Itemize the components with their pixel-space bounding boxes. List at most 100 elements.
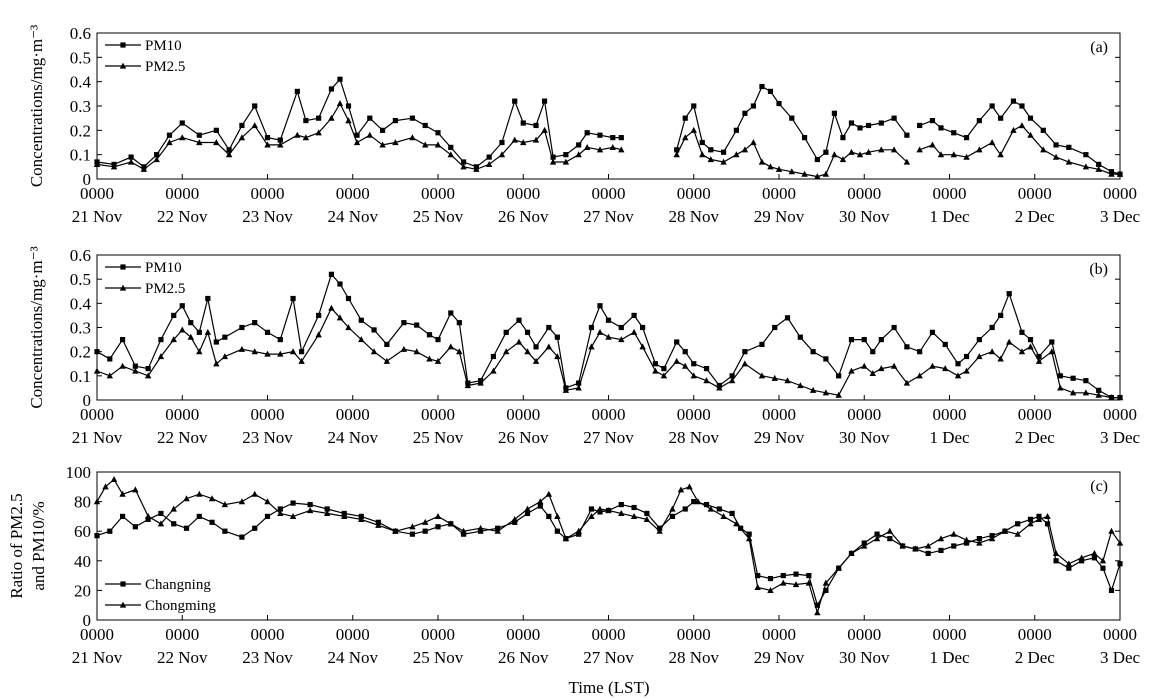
data-point	[989, 103, 995, 109]
data-point	[239, 324, 245, 331]
data-point	[797, 382, 804, 389]
data-point	[140, 165, 148, 172]
x-tick-label-date: 27 Nov	[583, 428, 634, 447]
data-point	[873, 535, 881, 542]
data-point	[541, 126, 548, 133]
plot-frame	[96, 254, 1121, 401]
data-point	[545, 490, 553, 497]
x-tick-label-date: 24 Nov	[327, 207, 378, 226]
data-point	[976, 536, 982, 542]
data-point	[822, 389, 830, 396]
legend-entry: PM2.5	[105, 281, 185, 297]
data-point	[610, 135, 616, 141]
data-point	[1116, 394, 1124, 401]
data-point	[652, 367, 659, 374]
data-point	[1057, 373, 1063, 379]
data-point	[733, 520, 740, 527]
data-point	[119, 362, 126, 369]
data-point	[605, 333, 612, 340]
data-point	[823, 149, 829, 155]
data-point	[1052, 550, 1060, 556]
data-point	[792, 581, 800, 588]
data-point	[588, 513, 595, 519]
data-point	[524, 510, 531, 517]
data-point	[848, 120, 855, 126]
data-point	[605, 507, 612, 514]
data-point	[690, 126, 697, 133]
data-point	[341, 513, 348, 519]
data-point	[345, 324, 352, 331]
plot-frame	[96, 471, 1121, 621]
y-tick-label: 0	[83, 611, 92, 630]
data-point	[669, 513, 676, 519]
data-point	[170, 505, 177, 512]
data-point	[213, 139, 220, 146]
data-point	[720, 513, 727, 519]
data-point	[1049, 339, 1055, 345]
x-tick-label-date: 2 Dec	[1015, 207, 1056, 226]
y-axis-title: Concentrations/mg·m⁻³	[27, 25, 46, 187]
data-point	[499, 139, 505, 146]
data-point	[546, 324, 552, 331]
data-point	[976, 539, 983, 546]
x-tick-label-time: 0000	[506, 625, 540, 644]
data-point	[806, 573, 812, 579]
series-changning	[94, 499, 1123, 608]
data-point	[840, 135, 846, 141]
data-point	[448, 310, 454, 316]
data-point	[379, 141, 386, 148]
data-point	[392, 527, 399, 534]
x-tick-label-time: 0000	[165, 625, 199, 644]
data-point	[460, 527, 467, 534]
data-point	[562, 158, 570, 165]
data-point	[716, 506, 722, 512]
data-point	[1083, 378, 1089, 384]
data-point	[1027, 115, 1034, 121]
data-point	[370, 348, 378, 355]
series-line	[96, 478, 1121, 615]
data-point	[435, 524, 441, 530]
legend-marker	[120, 42, 126, 48]
data-point	[1096, 161, 1102, 167]
data-point	[963, 536, 970, 543]
x-tick-label-time: 0000	[421, 625, 455, 644]
data-point	[460, 163, 467, 170]
x-tick-label-time: 0000	[933, 625, 967, 644]
data-point	[532, 357, 540, 364]
data-point	[524, 348, 531, 355]
data-point	[588, 324, 595, 331]
data-point	[942, 341, 948, 348]
data-point	[401, 320, 407, 326]
data-point	[682, 362, 689, 369]
data-point	[929, 329, 936, 335]
data-point	[630, 328, 638, 335]
data-point	[596, 146, 604, 153]
data-point	[563, 152, 569, 158]
data-point	[110, 476, 118, 482]
data-point	[477, 379, 484, 386]
data-point	[1019, 329, 1025, 335]
data-point	[1005, 338, 1013, 345]
x-tick-label-time: 0000	[933, 184, 967, 203]
data-point	[690, 372, 697, 379]
legend-entry: Changning	[105, 577, 211, 593]
data-point	[1108, 170, 1115, 177]
data-point	[861, 336, 867, 343]
data-point	[903, 379, 911, 386]
data-point	[924, 542, 932, 549]
data-point	[1040, 146, 1047, 153]
data-point	[94, 349, 100, 355]
data-point	[132, 363, 138, 369]
data-point	[963, 540, 970, 546]
data-point	[976, 336, 982, 343]
y-tick-label: 20	[74, 581, 91, 600]
data-point	[188, 320, 194, 326]
data-point	[669, 505, 676, 512]
data-point	[132, 486, 139, 493]
data-point	[252, 103, 258, 109]
data-point	[1053, 558, 1059, 564]
data-point	[597, 303, 603, 309]
data-point	[917, 349, 923, 355]
data-point	[890, 146, 898, 153]
